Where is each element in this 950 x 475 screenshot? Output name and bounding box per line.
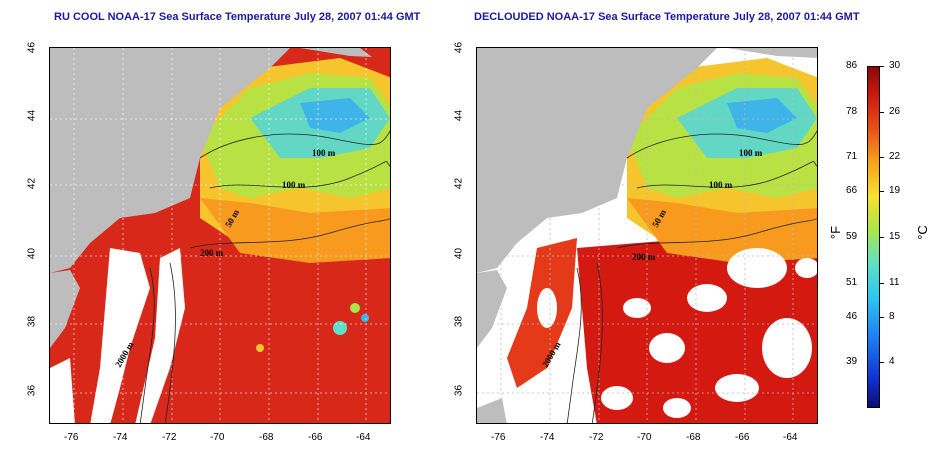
fahrenheit-tick-label: 66 bbox=[846, 185, 858, 197]
colorbar-tick bbox=[880, 362, 884, 364]
left-sst-map: 100 m 100 m 50 m 200 m 2000 m bbox=[49, 47, 391, 424]
lon-tick: -68 bbox=[686, 432, 701, 443]
right-map-title: DECLOUDED NOAA-17 Sea Surface Temperatur… bbox=[474, 11, 860, 23]
contour-label: 100 m bbox=[282, 180, 306, 190]
fahrenheit-tick-label: 59 bbox=[846, 231, 858, 242]
celsius-tick-label: 30 bbox=[889, 60, 901, 71]
lon-tick: -70 bbox=[637, 432, 652, 443]
fahrenheit-tick-label: 86 bbox=[846, 60, 858, 71]
lon-tick: -72 bbox=[162, 432, 177, 443]
celsius-tick-label: 19 bbox=[889, 185, 901, 197]
lat-tick: 42 bbox=[26, 177, 38, 190]
lon-tick: -74 bbox=[113, 432, 128, 443]
contour-label: 200 m bbox=[632, 252, 656, 262]
contour-label: 100 m bbox=[312, 148, 336, 158]
fahrenheit-tick-label: 39 bbox=[846, 356, 858, 368]
contour-label: 200 m bbox=[200, 248, 224, 258]
lat-tick: 36 bbox=[453, 384, 465, 397]
lon-tick: -76 bbox=[64, 432, 79, 443]
celsius-tick-label: 22 bbox=[889, 151, 901, 163]
lat-tick: 44 bbox=[453, 109, 465, 122]
fahrenheit-tick-label: 51 bbox=[846, 276, 858, 288]
temperature-colorbar bbox=[867, 66, 880, 408]
celsius-unit: °C bbox=[914, 225, 930, 240]
contour-label: 100 m bbox=[739, 148, 763, 158]
colorbar-tick bbox=[880, 66, 884, 67]
fahrenheit-tick-label: 46 bbox=[846, 310, 858, 322]
lat-tick: 46 bbox=[26, 41, 38, 54]
fahrenheit-tick-label: 78 bbox=[846, 105, 858, 117]
lon-tick: -66 bbox=[735, 432, 750, 443]
lon-tick: -74 bbox=[540, 432, 555, 443]
lat-tick: 42 bbox=[453, 177, 465, 190]
lon-tick: -64 bbox=[356, 432, 371, 443]
colorbar-tick bbox=[880, 191, 884, 193]
lat-tick: 40 bbox=[26, 247, 38, 260]
fahrenheit-tick-label: 71 bbox=[846, 151, 858, 163]
colorbar-tick bbox=[880, 316, 884, 318]
left-map-title: RU COOL NOAA-17 Sea Surface Temperature … bbox=[54, 11, 421, 23]
lat-tick: 44 bbox=[26, 109, 38, 122]
lat-tick: 46 bbox=[453, 41, 465, 54]
celsius-tick-label: 8 bbox=[889, 310, 895, 322]
celsius-tick-label: 4 bbox=[889, 356, 895, 368]
celsius-tick-label: 26 bbox=[889, 105, 901, 117]
lat-tick: 38 bbox=[26, 315, 38, 328]
celsius-tick-label: 11 bbox=[889, 276, 900, 288]
celsius-tick-label: 15 bbox=[889, 231, 901, 242]
lon-tick: -76 bbox=[491, 432, 506, 443]
lat-tick: 40 bbox=[453, 247, 465, 260]
lon-tick: -68 bbox=[259, 432, 274, 443]
lon-tick: -70 bbox=[210, 432, 225, 443]
lon-tick: -64 bbox=[783, 432, 798, 443]
contour-label: 100 m bbox=[709, 180, 733, 190]
right-sst-map: 100 m 100 m 50 m 200 m 2000 m bbox=[476, 47, 818, 424]
colorbar-tick bbox=[880, 237, 884, 238]
colorbar-tick bbox=[880, 157, 884, 159]
lat-tick: 36 bbox=[26, 384, 38, 397]
colorbar-tick bbox=[880, 111, 884, 113]
lat-tick: 38 bbox=[453, 315, 465, 328]
lon-tick: -72 bbox=[589, 432, 604, 443]
colorbar-tick bbox=[880, 282, 884, 284]
lon-tick: -66 bbox=[308, 432, 323, 443]
fahrenheit-unit: °F bbox=[828, 225, 844, 240]
